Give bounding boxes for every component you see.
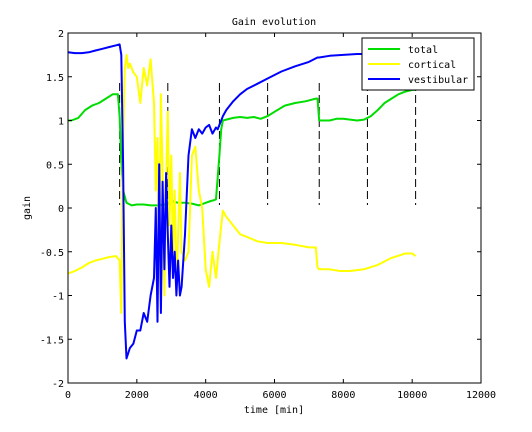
x-tick-labels: 0 2000 4000 6000 8000 10000 12000: [65, 390, 496, 401]
y-tick-label: 2: [58, 29, 64, 40]
y-tick-label: -1.5: [40, 335, 64, 346]
x-tick-label: 10000: [397, 390, 427, 401]
x-tick-label: 0: [65, 390, 71, 401]
x-tick-label: 6000: [262, 390, 286, 401]
legend-label-total: total: [408, 45, 438, 56]
chart-title: Gain evolution: [232, 17, 316, 28]
series-lines: [67, 43, 417, 360]
legend-entries: total cortical vestibular: [368, 45, 468, 86]
y-tick-labels: -2 -1.5 -1 -0.5 0 0.5 1 1.5 2: [40, 29, 64, 390]
x-tick-label: 2000: [125, 390, 149, 401]
x-tick-label: 8000: [331, 390, 355, 401]
series-line-vestibular: [67, 43, 416, 360]
y-tick-label: 1: [58, 117, 64, 128]
axis-ticks: [67, 32, 482, 384]
plot-area: [67, 32, 482, 384]
y-axis-label: gain: [22, 196, 33, 220]
series-line-cortical: [67, 53, 417, 314]
plot-background: [68, 33, 481, 383]
chart-legend: total cortical vestibular: [361, 37, 475, 91]
y-tick-label: -2: [52, 379, 64, 390]
x-tick-label: 12000: [466, 390, 496, 401]
legend-label-vestibular: vestibular: [408, 75, 468, 86]
y-tick-label: -0.5: [40, 248, 64, 259]
y-tick-label: 1.5: [46, 73, 64, 84]
y-tick-label: -1: [52, 292, 64, 303]
series-line-total: [68, 88, 416, 207]
y-tick-label: 0.5: [46, 160, 64, 171]
x-tick-label: 4000: [194, 390, 218, 401]
x-axis-label: time [min]: [244, 405, 304, 416]
legend-label-cortical: cortical: [408, 60, 456, 71]
y-tick-label: 0: [58, 204, 64, 215]
